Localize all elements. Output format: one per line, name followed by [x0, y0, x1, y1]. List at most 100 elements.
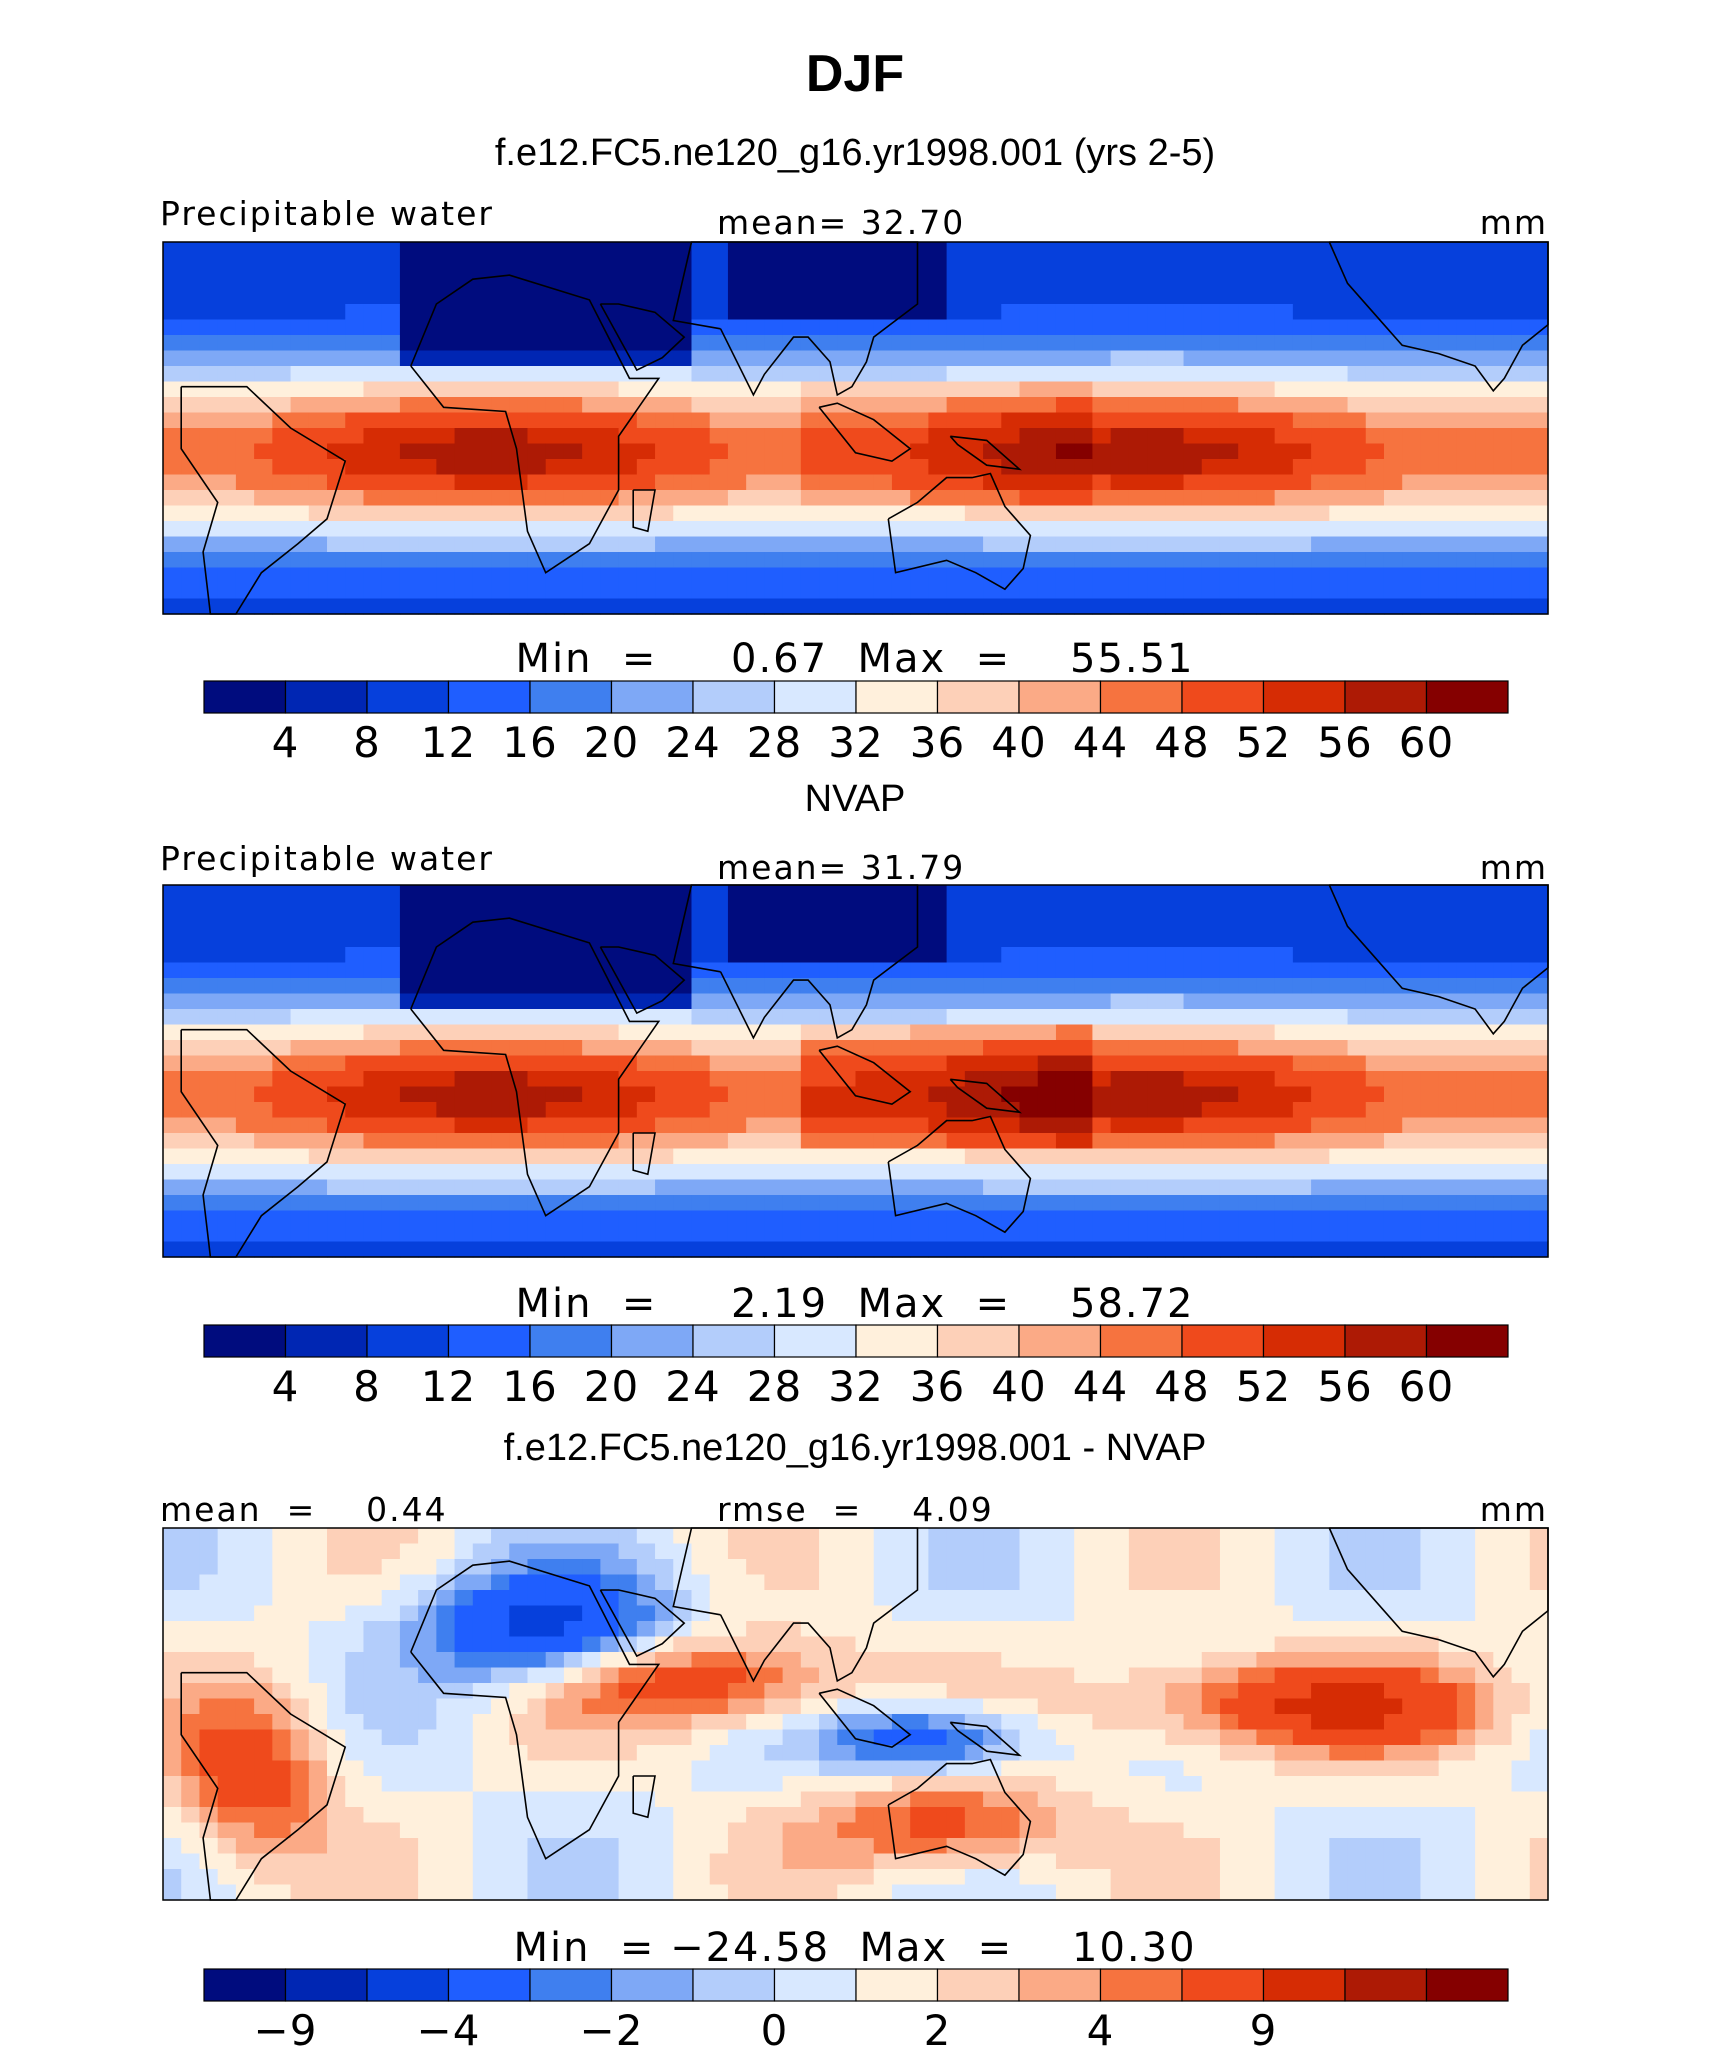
heatmap-cell	[418, 1241, 437, 1258]
heatmap-cell	[399, 304, 419, 321]
heatmap-cell	[819, 1133, 838, 1150]
heatmap-cell	[1274, 428, 1294, 445]
heatmap-cell	[746, 1559, 765, 1576]
heatmap-cell	[491, 381, 510, 398]
heatmap-cell	[1311, 567, 1330, 584]
heatmap-cell	[509, 319, 529, 336]
heatmap-cell	[527, 1009, 547, 1026]
heatmap-cell	[1183, 916, 1203, 933]
heatmap-cell	[1238, 1241, 1258, 1258]
heatmap-cell	[673, 1729, 693, 1746]
heatmap-cell	[800, 381, 820, 398]
heatmap-cell	[1438, 381, 1458, 398]
heatmap-cell	[217, 1590, 237, 1607]
heatmap-cell	[163, 304, 182, 321]
heatmap-cell	[1092, 1667, 1112, 1684]
heatmap-cell	[1074, 536, 1093, 553]
heatmap-cell	[655, 1148, 674, 1165]
heatmap-cell	[308, 1148, 328, 1165]
heatmap-cell	[308, 1729, 328, 1746]
heatmap-cell	[1420, 1667, 1440, 1684]
heatmap-cell	[1147, 474, 1166, 491]
heatmap-cell	[491, 1009, 510, 1026]
heatmap-cell	[1292, 1086, 1312, 1103]
heatmap-cell	[1420, 1714, 1440, 1731]
heatmap-cell	[800, 1574, 820, 1591]
heatmap-cell	[1128, 459, 1148, 476]
heatmap-cell	[254, 1226, 273, 1243]
heatmap-cell	[983, 1024, 1002, 1041]
heatmap-cell	[1238, 1605, 1258, 1622]
heatmap-cell	[964, 381, 984, 398]
heatmap-cell	[1238, 552, 1258, 569]
heatmap-cell	[1128, 1024, 1148, 1041]
heatmap-cell	[1001, 900, 1021, 917]
heatmap-cell	[272, 947, 292, 964]
heatmap-cell	[1383, 459, 1403, 476]
heatmap-cell	[1529, 1195, 1549, 1212]
heatmap-cell	[1438, 1164, 1458, 1181]
heatmap-cell	[928, 505, 948, 522]
heatmap-cell	[1529, 962, 1549, 979]
heatmap-cell	[1037, 536, 1057, 553]
heatmap-cell	[655, 459, 674, 476]
heatmap-cell	[290, 947, 310, 964]
heatmap-cell	[946, 428, 966, 445]
heatmap-cell	[600, 598, 620, 615]
heatmap-cell	[873, 1667, 893, 1684]
heatmap-cell	[527, 1605, 547, 1622]
heatmap-cell	[782, 1024, 802, 1041]
heatmap-cell	[1311, 505, 1330, 522]
heatmap-cell	[1274, 1590, 1294, 1607]
heatmap-cell	[254, 1164, 273, 1181]
continent-outline	[632, 1132, 656, 1176]
heatmap-cell	[1438, 962, 1458, 979]
heatmap-cell	[691, 1636, 711, 1653]
heatmap-cell	[819, 428, 838, 445]
heatmap-cell	[1383, 583, 1403, 600]
heatmap-cell	[1438, 288, 1458, 305]
heatmap-cell	[491, 583, 510, 600]
heatmap-cell	[327, 1714, 346, 1731]
heatmap-cell	[1165, 1210, 1185, 1227]
heatmap-cell	[1001, 567, 1021, 584]
heatmap-cell	[691, 1055, 711, 1072]
heatmap-cell	[363, 1574, 383, 1591]
heatmap-cell	[199, 916, 219, 933]
heatmap-cell	[1019, 552, 1039, 569]
heatmap-cell	[1511, 536, 1531, 553]
heatmap-cell	[308, 978, 328, 995]
heatmap-cell	[1475, 288, 1494, 305]
heatmap-cell	[1147, 536, 1166, 553]
heatmap-cell	[837, 1590, 857, 1607]
heatmap-cell	[509, 505, 529, 522]
heatmap-cell	[910, 1179, 929, 1196]
heatmap-cell	[345, 885, 365, 902]
heatmap-cell	[272, 1133, 292, 1150]
heatmap-cell	[345, 1102, 365, 1119]
heatmap-cell	[491, 1195, 510, 1212]
heatmap-cell	[545, 536, 565, 553]
heatmap-cell	[509, 1605, 529, 1622]
heatmap-cell	[764, 1241, 784, 1258]
heatmap-cell	[1183, 474, 1203, 491]
heatmap-cell	[1128, 993, 1148, 1010]
unit-label: mm	[1480, 848, 1548, 887]
heatmap-cell	[1055, 319, 1075, 336]
heatmap-cell	[964, 1086, 984, 1103]
heatmap-cell	[217, 288, 237, 305]
heatmap-cell	[837, 978, 857, 995]
heatmap-cell	[636, 1559, 656, 1576]
heatmap-cell	[782, 916, 802, 933]
heatmap-cell	[327, 412, 346, 429]
heatmap-cell	[1311, 1009, 1330, 1026]
panel-model: f.e12.FC5.ne120_g16.yr1998.001 (yrs 2-5)…	[160, 132, 1549, 767]
heatmap-cell	[527, 412, 547, 429]
heatmap-cell	[363, 242, 383, 259]
heatmap-cell	[1074, 288, 1093, 305]
heatmap-cell	[1347, 962, 1367, 979]
heatmap-cell	[491, 521, 510, 538]
heatmap-cell	[308, 567, 328, 584]
heatmap-cell	[1074, 1636, 1093, 1653]
heatmap-cell	[1128, 978, 1148, 995]
